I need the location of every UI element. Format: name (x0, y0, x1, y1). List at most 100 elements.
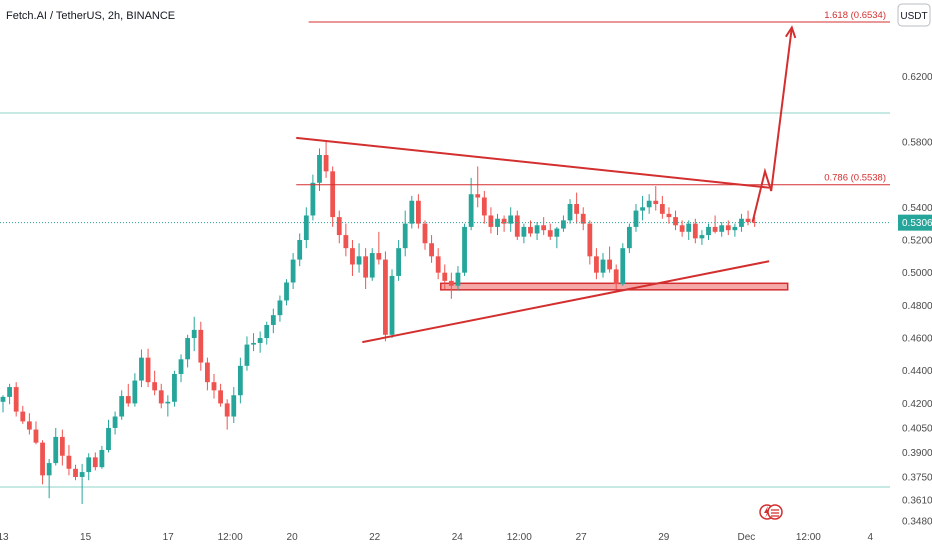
currency-badge[interactable]: USDT (897, 3, 931, 27)
candle-body (211, 382, 217, 391)
x-tick-label: 24 (452, 532, 464, 543)
candle-body (336, 217, 342, 236)
candle-body (350, 248, 355, 265)
candle-body (270, 315, 276, 325)
support-zone-group (440, 282, 789, 291)
candle-body (402, 223, 408, 249)
candle-body (277, 300, 283, 316)
y-tick-label: 0.4800 (902, 301, 932, 312)
candle-body (53, 436, 59, 464)
candle-body (158, 390, 164, 404)
y-tick-label: 0.3610 (902, 495, 932, 506)
y-tick-label: 0.3480 (902, 517, 932, 528)
candle-body (659, 204, 665, 214)
candle-body (356, 256, 362, 265)
candle-body (580, 213, 586, 224)
x-tick-label: 15 (80, 532, 92, 543)
candle-body (218, 390, 223, 404)
candle-body (224, 403, 230, 417)
candle-body (534, 225, 540, 234)
candle-body (475, 194, 481, 198)
y-tick-label: 0.4200 (902, 399, 932, 410)
candle-body (686, 223, 692, 232)
candle-body (106, 427, 111, 451)
candle-body (725, 225, 731, 231)
candle-body (396, 248, 402, 276)
candle-body (429, 243, 434, 257)
trend-line-lower[interactable] (362, 260, 770, 344)
candle-body (528, 226, 533, 234)
current-price-label: 0.5306 (902, 218, 932, 229)
candle-body (33, 429, 39, 443)
x-tick-label: 20 (287, 532, 299, 543)
x-axis[interactable]: 13 15 17 12:00 20 22 24 12:00 27 29 Dec 12:00 4 (0, 532, 874, 543)
candle-body (59, 436, 65, 456)
candle-body (119, 396, 125, 417)
candle-body (435, 256, 441, 273)
earnings-icon-glyph (771, 509, 779, 517)
candle-body (13, 387, 19, 412)
candle-body (264, 324, 270, 339)
candle-body (521, 226, 527, 237)
x-tick-label: 22 (369, 532, 381, 543)
candle-body (594, 256, 599, 273)
x-tick-label: Dec (738, 532, 756, 543)
candle-body (462, 226, 467, 273)
candle-body (732, 226, 738, 231)
candle-body (514, 215, 520, 237)
candle-body (257, 338, 263, 343)
earnings-icon[interactable] (767, 504, 783, 520)
candle-body (317, 154, 322, 183)
candle-body (481, 197, 487, 216)
y-tick-label: 0.5800 (902, 137, 932, 148)
candle-body (139, 357, 144, 381)
candle-body (290, 259, 296, 283)
trend-line-upper[interactable] (296, 136, 770, 189)
candle-body (745, 218, 751, 223)
candle-body (699, 235, 705, 239)
candle-body (719, 225, 725, 232)
candle-body (86, 457, 92, 473)
candle-body (389, 275, 395, 335)
candle-body (613, 269, 619, 285)
candle-body (66, 455, 72, 469)
candle-body (383, 259, 388, 335)
candle-body (178, 359, 184, 375)
candle-body (692, 223, 698, 239)
candle-body (40, 442, 45, 476)
y-tick-label: 0.4600 (902, 334, 932, 345)
currency-badge-box (897, 3, 931, 27)
candle-body (79, 472, 85, 477)
y-axis[interactable]: 0.6200 0.5800 0.5400 0.5200 0.5000 0.4800 0.46… (902, 72, 932, 528)
candle-body (600, 259, 606, 273)
events-icon-group[interactable] (759, 504, 783, 520)
candle-body (26, 421, 32, 430)
candle-body (752, 222, 758, 224)
candle-body (73, 468, 78, 477)
candle-body (303, 215, 309, 240)
candle-body (363, 256, 369, 278)
projection-path[interactable] (751, 27, 793, 223)
candle-body (554, 228, 560, 237)
y-tick-label: 0.5200 (902, 235, 932, 246)
candles-group (0, 140, 758, 504)
x-tick-label: 17 (163, 532, 175, 543)
y-tick-label: 0.5400 (902, 203, 932, 214)
candle-body (369, 253, 375, 278)
current-price-group: 0.5306 (0, 214, 932, 231)
y-tick-label: 0.6200 (902, 72, 932, 83)
candle-body (409, 200, 415, 224)
candle-body (633, 210, 639, 227)
candle-body (46, 463, 52, 476)
candle-body (455, 272, 461, 286)
candle-body (673, 217, 678, 226)
y-tick-label: 0.4050 (902, 423, 932, 434)
candle-body (706, 226, 711, 236)
candle-body (653, 200, 659, 205)
candle-body (297, 239, 303, 260)
candle-body (442, 272, 448, 281)
y-tick-label: 0.3900 (902, 448, 932, 459)
candle-body (251, 342, 256, 345)
candle-body (541, 225, 547, 231)
